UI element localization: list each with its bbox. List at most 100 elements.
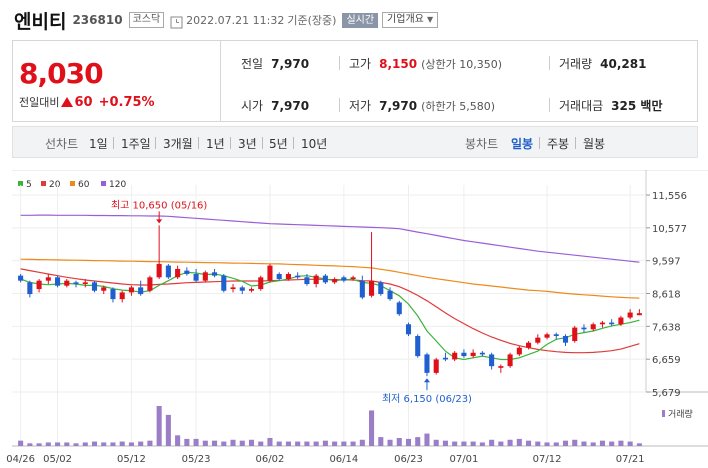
candle-body bbox=[147, 277, 153, 291]
high-annotation: 최고 10,650 (05/16) bbox=[111, 199, 207, 211]
x-tick-label: 04/26 bbox=[6, 454, 35, 465]
volume-bar bbox=[526, 440, 532, 446]
change-amount: 60 bbox=[74, 94, 93, 110]
candle-body bbox=[119, 292, 125, 300]
open-price: 시가 7,970 bbox=[241, 97, 309, 114]
volume-bar bbox=[609, 441, 615, 446]
volume-bar bbox=[498, 441, 504, 446]
divider bbox=[293, 137, 294, 149]
volume-legend-swatch bbox=[662, 410, 665, 417]
tab-1y[interactable]: 1년 bbox=[206, 137, 225, 151]
stock-name: 엔비티 bbox=[14, 10, 67, 33]
divider bbox=[262, 137, 263, 149]
candle-body bbox=[433, 359, 439, 373]
high-label: 고가 bbox=[349, 57, 372, 71]
volume-bar bbox=[516, 438, 522, 446]
volume-bar bbox=[562, 440, 569, 446]
volume-bar bbox=[507, 439, 513, 446]
volume-bar bbox=[202, 440, 208, 446]
candle-body bbox=[627, 312, 633, 318]
candle-body bbox=[165, 265, 171, 278]
open-label: 시가 bbox=[241, 99, 264, 113]
open-value: 7,970 bbox=[271, 99, 310, 113]
volume-bar bbox=[618, 440, 624, 446]
candle-body bbox=[18, 275, 24, 281]
volume-bar bbox=[405, 438, 412, 446]
legend-label-20: 20 bbox=[49, 180, 61, 190]
tab-3m[interactable]: 3개월 bbox=[163, 137, 193, 151]
candle-body bbox=[175, 268, 181, 278]
candle-body bbox=[590, 324, 596, 330]
legend-label-5: 5 bbox=[26, 180, 32, 190]
candle-body bbox=[599, 322, 605, 325]
volume-bar bbox=[627, 441, 633, 446]
chart-tabs: 선차트 1일 1주일 3개월 1년 3년 5년 10년 봉차트 일봉 주봉 월봉 bbox=[12, 126, 698, 158]
volume-bar bbox=[442, 440, 448, 446]
candle-body bbox=[553, 334, 559, 336]
divider bbox=[230, 137, 231, 149]
tab-3y[interactable]: 3년 bbox=[238, 137, 257, 151]
volume-bar bbox=[378, 437, 384, 446]
volume-bar bbox=[18, 440, 24, 446]
volume-bar bbox=[258, 441, 264, 446]
volume: 거래량 40,281 bbox=[559, 55, 646, 72]
volume-bar bbox=[470, 441, 476, 446]
tab-1w[interactable]: 1주일 bbox=[121, 137, 151, 151]
candle-body bbox=[82, 282, 88, 285]
y-tick-label: 8,618 bbox=[652, 290, 681, 301]
company-overview-dropdown[interactable]: 기업개요 ▼ bbox=[382, 12, 439, 28]
volume-bar bbox=[479, 442, 485, 446]
prev-close-value: 7,970 bbox=[271, 57, 310, 71]
low-value: 7,970 bbox=[379, 99, 418, 113]
volume-bar bbox=[45, 442, 51, 446]
tab-monthly[interactable]: 월봉 bbox=[583, 137, 606, 151]
volume-bar bbox=[322, 440, 328, 446]
candle-body bbox=[313, 275, 319, 285]
candle-body bbox=[470, 352, 476, 357]
candle-body bbox=[27, 282, 33, 295]
price-box: 8,030 전일대비 60 +0.75% bbox=[13, 41, 221, 121]
x-tick-label: 05/12 bbox=[117, 454, 146, 465]
volume-bar bbox=[138, 441, 144, 446]
tab-5y[interactable]: 5년 bbox=[269, 137, 288, 151]
change-percent: +0.75% bbox=[98, 94, 155, 110]
y-tick-label: 10,577 bbox=[652, 224, 687, 235]
tab-daily[interactable]: 일봉 bbox=[511, 137, 534, 151]
divider bbox=[339, 98, 340, 112]
candle-body bbox=[424, 354, 430, 373]
quote-datetime: 2022.07.21 11:32 bbox=[186, 13, 285, 27]
volume-bar bbox=[221, 441, 227, 446]
volume-bar bbox=[535, 441, 541, 446]
divider bbox=[539, 137, 540, 149]
candle-body bbox=[442, 357, 448, 360]
volume-bar bbox=[276, 441, 282, 446]
realtime-button[interactable]: 실시간 bbox=[342, 12, 379, 28]
low-arrow-icon bbox=[423, 378, 430, 383]
volume-bar bbox=[581, 441, 587, 446]
y-tick-label: 7,638 bbox=[652, 322, 681, 333]
low-annotation: 최저 6,150 (06/23) bbox=[382, 393, 472, 405]
prev-close-label: 전일 bbox=[241, 57, 264, 71]
y-tick-label: 9,597 bbox=[652, 257, 681, 268]
volume-bar bbox=[55, 442, 61, 446]
volume-bar bbox=[461, 441, 467, 446]
candle-body bbox=[64, 280, 70, 286]
volume-bar bbox=[452, 441, 458, 446]
divider bbox=[339, 56, 340, 70]
volume-bar bbox=[295, 441, 301, 446]
tab-10y[interactable]: 10년 bbox=[301, 137, 328, 151]
volume-bar bbox=[553, 442, 559, 446]
volume-bar bbox=[175, 435, 181, 446]
divider bbox=[575, 137, 576, 149]
tab-1d[interactable]: 1일 bbox=[89, 137, 108, 151]
candle-body bbox=[193, 273, 199, 281]
candle-body bbox=[128, 287, 134, 293]
tab-weekly[interactable]: 주봉 bbox=[547, 137, 570, 151]
candle-body bbox=[91, 282, 98, 291]
candle-body bbox=[489, 354, 495, 367]
candle-body bbox=[184, 270, 190, 274]
candle-body bbox=[295, 275, 301, 278]
candle-body bbox=[526, 342, 532, 348]
legend-label-60: 60 bbox=[78, 180, 90, 190]
volume-bar bbox=[128, 442, 134, 446]
